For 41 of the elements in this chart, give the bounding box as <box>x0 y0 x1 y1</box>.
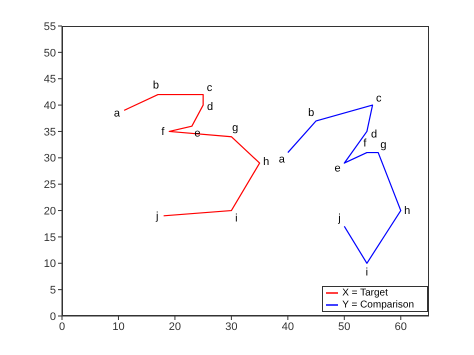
x-tick-label: 10 <box>112 320 125 333</box>
annotation: g <box>232 122 238 134</box>
annotation: f <box>363 137 368 150</box>
y-tick-label: 30 <box>44 152 56 165</box>
legend-label: X = Target <box>342 288 388 299</box>
annotation: j <box>337 212 341 224</box>
annotation: c <box>206 82 213 94</box>
legend-label: Y = Comparison <box>342 300 414 311</box>
annotation: h <box>404 205 410 218</box>
y-tick-label: 10 <box>44 258 56 270</box>
annotation: d <box>207 100 214 113</box>
x-tick-label: 40 <box>282 320 294 333</box>
x-tick-label: 30 <box>225 320 238 333</box>
x-tick-label: 0 <box>58 320 66 333</box>
x-tick-label: 60 <box>394 320 407 333</box>
y-tick-label: 5 <box>50 284 56 297</box>
annotation: j <box>155 210 158 222</box>
annotation: c <box>376 92 382 105</box>
y-tick-label: 20 <box>44 205 56 218</box>
annotation: d <box>371 128 378 141</box>
y-tick-label: 40 <box>44 100 56 112</box>
y-tick-label: 55 <box>44 20 56 33</box>
y-tick-label: 15 <box>44 232 56 244</box>
annotation: b <box>308 107 314 120</box>
y-tick-label: 25 <box>44 179 56 192</box>
y-tick-label: 0 <box>50 310 56 323</box>
annotation: h <box>263 156 270 168</box>
y-tick-label: 45 <box>44 74 56 86</box>
line-series <box>287 104 402 264</box>
annotation: a <box>114 108 121 120</box>
annotation: i <box>366 266 368 278</box>
x-tick-label: 20 <box>168 320 182 333</box>
y-tick-label: 50 <box>44 47 56 60</box>
annotation: g <box>380 138 386 151</box>
y-tick-label: 35 <box>44 126 56 138</box>
annotation: i <box>235 212 238 224</box>
annotation: f <box>161 126 166 138</box>
annotation: b <box>152 79 160 92</box>
annotation: a <box>278 153 286 166</box>
annotation: e <box>334 162 341 175</box>
x-tick-label: 50 <box>338 320 350 333</box>
